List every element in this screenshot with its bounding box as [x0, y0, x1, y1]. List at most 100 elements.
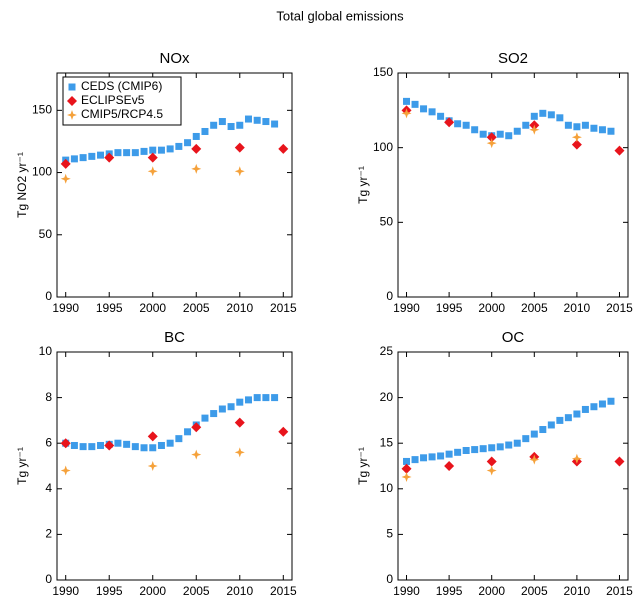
marker-plus: [486, 138, 497, 149]
marker-square: [471, 126, 479, 134]
y-tick-label: 150: [373, 65, 393, 79]
marker-square: [428, 108, 436, 116]
marker-square: [184, 428, 192, 436]
marker-square: [598, 400, 606, 408]
marker-square: [236, 398, 244, 406]
marker-square: [462, 446, 470, 454]
marker-square: [166, 439, 174, 447]
marker-diamond: [614, 456, 625, 467]
marker-square: [573, 123, 581, 131]
marker-square: [149, 146, 157, 154]
x-tick-label: 1995: [96, 584, 123, 598]
y-tick-label: 15: [380, 435, 394, 449]
panel-title: OC: [502, 329, 525, 346]
x-tick-label: 1990: [393, 301, 420, 315]
marker-square: [157, 441, 165, 449]
marker-square: [70, 441, 78, 449]
marker-square: [271, 394, 279, 402]
marker-plus: [147, 461, 158, 471]
x-tick-label: 2000: [478, 584, 505, 598]
y-tick-label: 0: [386, 572, 393, 586]
marker-plus: [67, 110, 77, 120]
marker-plus: [401, 108, 412, 119]
x-tick-label: 2015: [270, 584, 297, 598]
marker-diamond: [60, 438, 71, 449]
marker-square: [114, 149, 122, 157]
marker-plus: [60, 173, 71, 184]
y-axis-label: Tg yr⁻¹: [15, 447, 29, 485]
panel-title: SO2: [498, 50, 528, 67]
legend-box: [62, 76, 182, 126]
x-tick-label: 2005: [183, 584, 210, 598]
marker-square: [201, 414, 209, 422]
x-tick-label: 2000: [139, 584, 166, 598]
marker-square: [210, 410, 218, 418]
marker-square: [175, 142, 183, 150]
marker-square: [539, 426, 547, 434]
marker-square: [123, 440, 131, 448]
marker-square: [88, 443, 96, 451]
marker-plus: [486, 465, 497, 476]
marker-square: [403, 97, 411, 105]
x-tick-label: 2010: [564, 301, 591, 315]
y-tick-label: 5: [386, 527, 393, 541]
marker-square: [210, 121, 218, 129]
y-tick-label: 20: [380, 390, 394, 404]
marker-square: [236, 121, 244, 129]
x-tick-label: 1995: [436, 584, 463, 598]
x-tick-label: 2000: [139, 301, 166, 315]
marker-square: [479, 445, 487, 453]
marker-square: [505, 132, 513, 140]
marker-square: [513, 127, 521, 135]
marker-plus: [234, 166, 245, 177]
marker-diamond: [234, 417, 245, 428]
x-tick-label: 2015: [606, 301, 633, 315]
y-axis-label: Tg NO2 yr⁻¹: [15, 152, 29, 218]
marker-plus: [401, 471, 412, 482]
x-tick-label: 2010: [226, 584, 253, 598]
marker-square: [437, 112, 445, 120]
marker-plus: [571, 132, 582, 143]
y-tick-label: 150: [32, 103, 52, 117]
marker-square: [607, 127, 615, 135]
marker-diamond: [104, 152, 115, 163]
x-tick-label: 1995: [96, 301, 123, 315]
panel-title: BC: [164, 329, 185, 346]
marker-square: [97, 441, 105, 449]
marker-square: [175, 435, 183, 443]
marker-square: [201, 127, 209, 135]
marker-square: [227, 123, 235, 131]
marker-square: [547, 421, 555, 429]
y-tick-label: 25: [380, 344, 394, 358]
marker-diamond: [234, 142, 245, 153]
marker-square: [513, 439, 521, 447]
marker-square: [411, 456, 419, 464]
y-tick-label: 100: [32, 165, 52, 179]
marker-square: [140, 147, 148, 155]
x-tick-label: 2000: [478, 301, 505, 315]
legend-label: CEDS (CMIP6): [81, 79, 162, 93]
x-tick-label: 1990: [52, 584, 79, 598]
marker-square: [420, 105, 428, 113]
x-tick-label: 2005: [183, 301, 210, 315]
marker-square: [244, 396, 252, 404]
marker-square: [97, 151, 105, 159]
marker-diamond: [278, 426, 289, 437]
y-tick-label: 0: [386, 289, 393, 303]
marker-diamond: [486, 456, 497, 467]
marker-diamond: [60, 158, 71, 169]
x-tick-label: 2015: [270, 301, 297, 315]
marker-diamond: [614, 145, 625, 156]
y-axis-label: Tg yr⁻¹: [356, 166, 370, 204]
legend-label: ECLIPSEv5: [81, 93, 145, 107]
marker-square: [70, 155, 78, 163]
marker-plus: [529, 454, 540, 465]
y-tick-label: 2: [45, 527, 52, 541]
marker-square: [88, 152, 96, 160]
plot-frame: [56, 351, 293, 581]
plot-frame: [56, 72, 293, 298]
marker-square: [479, 130, 487, 138]
plot-frame: [397, 351, 629, 581]
marker-diamond: [486, 132, 497, 143]
